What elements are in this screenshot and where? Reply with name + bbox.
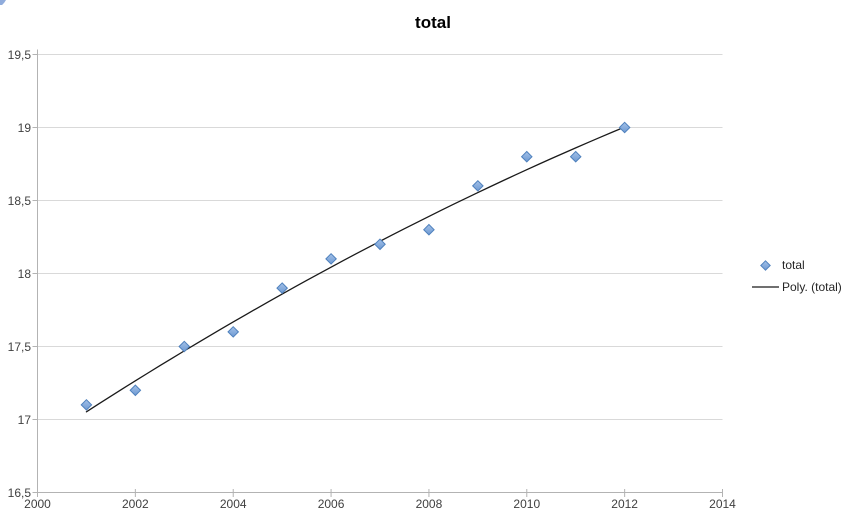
data-point-marker[interactable]: [471, 179, 484, 192]
x-tick-label: 2006: [317, 497, 345, 511]
x-tick-label: 2012: [611, 497, 638, 511]
x-tick-label: 2004: [219, 497, 247, 511]
x-tick-label: 2014: [709, 497, 736, 511]
data-point-marker[interactable]: [423, 223, 435, 236]
y-tick-label: 17,5: [7, 339, 31, 354]
legend[interactable]: total Poly. (total): [752, 258, 842, 294]
chart-title[interactable]: total: [415, 13, 451, 32]
y-tick-label: 19: [17, 120, 31, 135]
legend-trendline-icon: [752, 285, 779, 289]
y-tick-label: 17: [17, 412, 31, 427]
data-point-marker[interactable]: [569, 150, 582, 163]
legend-label-total: total: [782, 258, 805, 272]
data-point-marker[interactable]: [276, 282, 289, 295]
trendline[interactable]: [85, 126, 626, 413]
y-tick-label: 16,5: [7, 485, 31, 500]
y-tick-label: 19,5: [7, 47, 31, 62]
data-point-marker[interactable]: [178, 340, 191, 353]
data-point-marker[interactable]: [618, 121, 631, 134]
y-tick-label: 18: [17, 266, 31, 281]
legend-label-trendline: Poly. (total): [782, 280, 842, 294]
x-tick-label: 2002: [121, 497, 149, 511]
trendline-group[interactable]: [85, 126, 626, 413]
y-tick-label: 18,5: [7, 193, 31, 208]
legend-item-trendline[interactable]: Poly. (total): [752, 280, 842, 294]
data-point-marker[interactable]: [129, 384, 142, 397]
gridlines-group: [37, 54, 723, 493]
legend-marker-total-icon: [752, 259, 779, 271]
data-point-marker[interactable]: [520, 150, 533, 163]
data-series-group[interactable]: [80, 121, 631, 411]
data-point-marker[interactable]: [227, 325, 240, 338]
legend-item-total[interactable]: total: [752, 258, 842, 272]
data-point-marker[interactable]: [80, 398, 93, 411]
data-point-marker[interactable]: [374, 238, 386, 251]
x-tick-label: 2000: [24, 497, 51, 511]
data-point-marker[interactable]: [325, 252, 337, 265]
axes-group: [32, 49, 723, 497]
selection-handle-fragment: [0, 0, 6, 5]
x-tick-label: 2010: [513, 497, 541, 511]
x-tick-label: 2008: [415, 497, 443, 511]
